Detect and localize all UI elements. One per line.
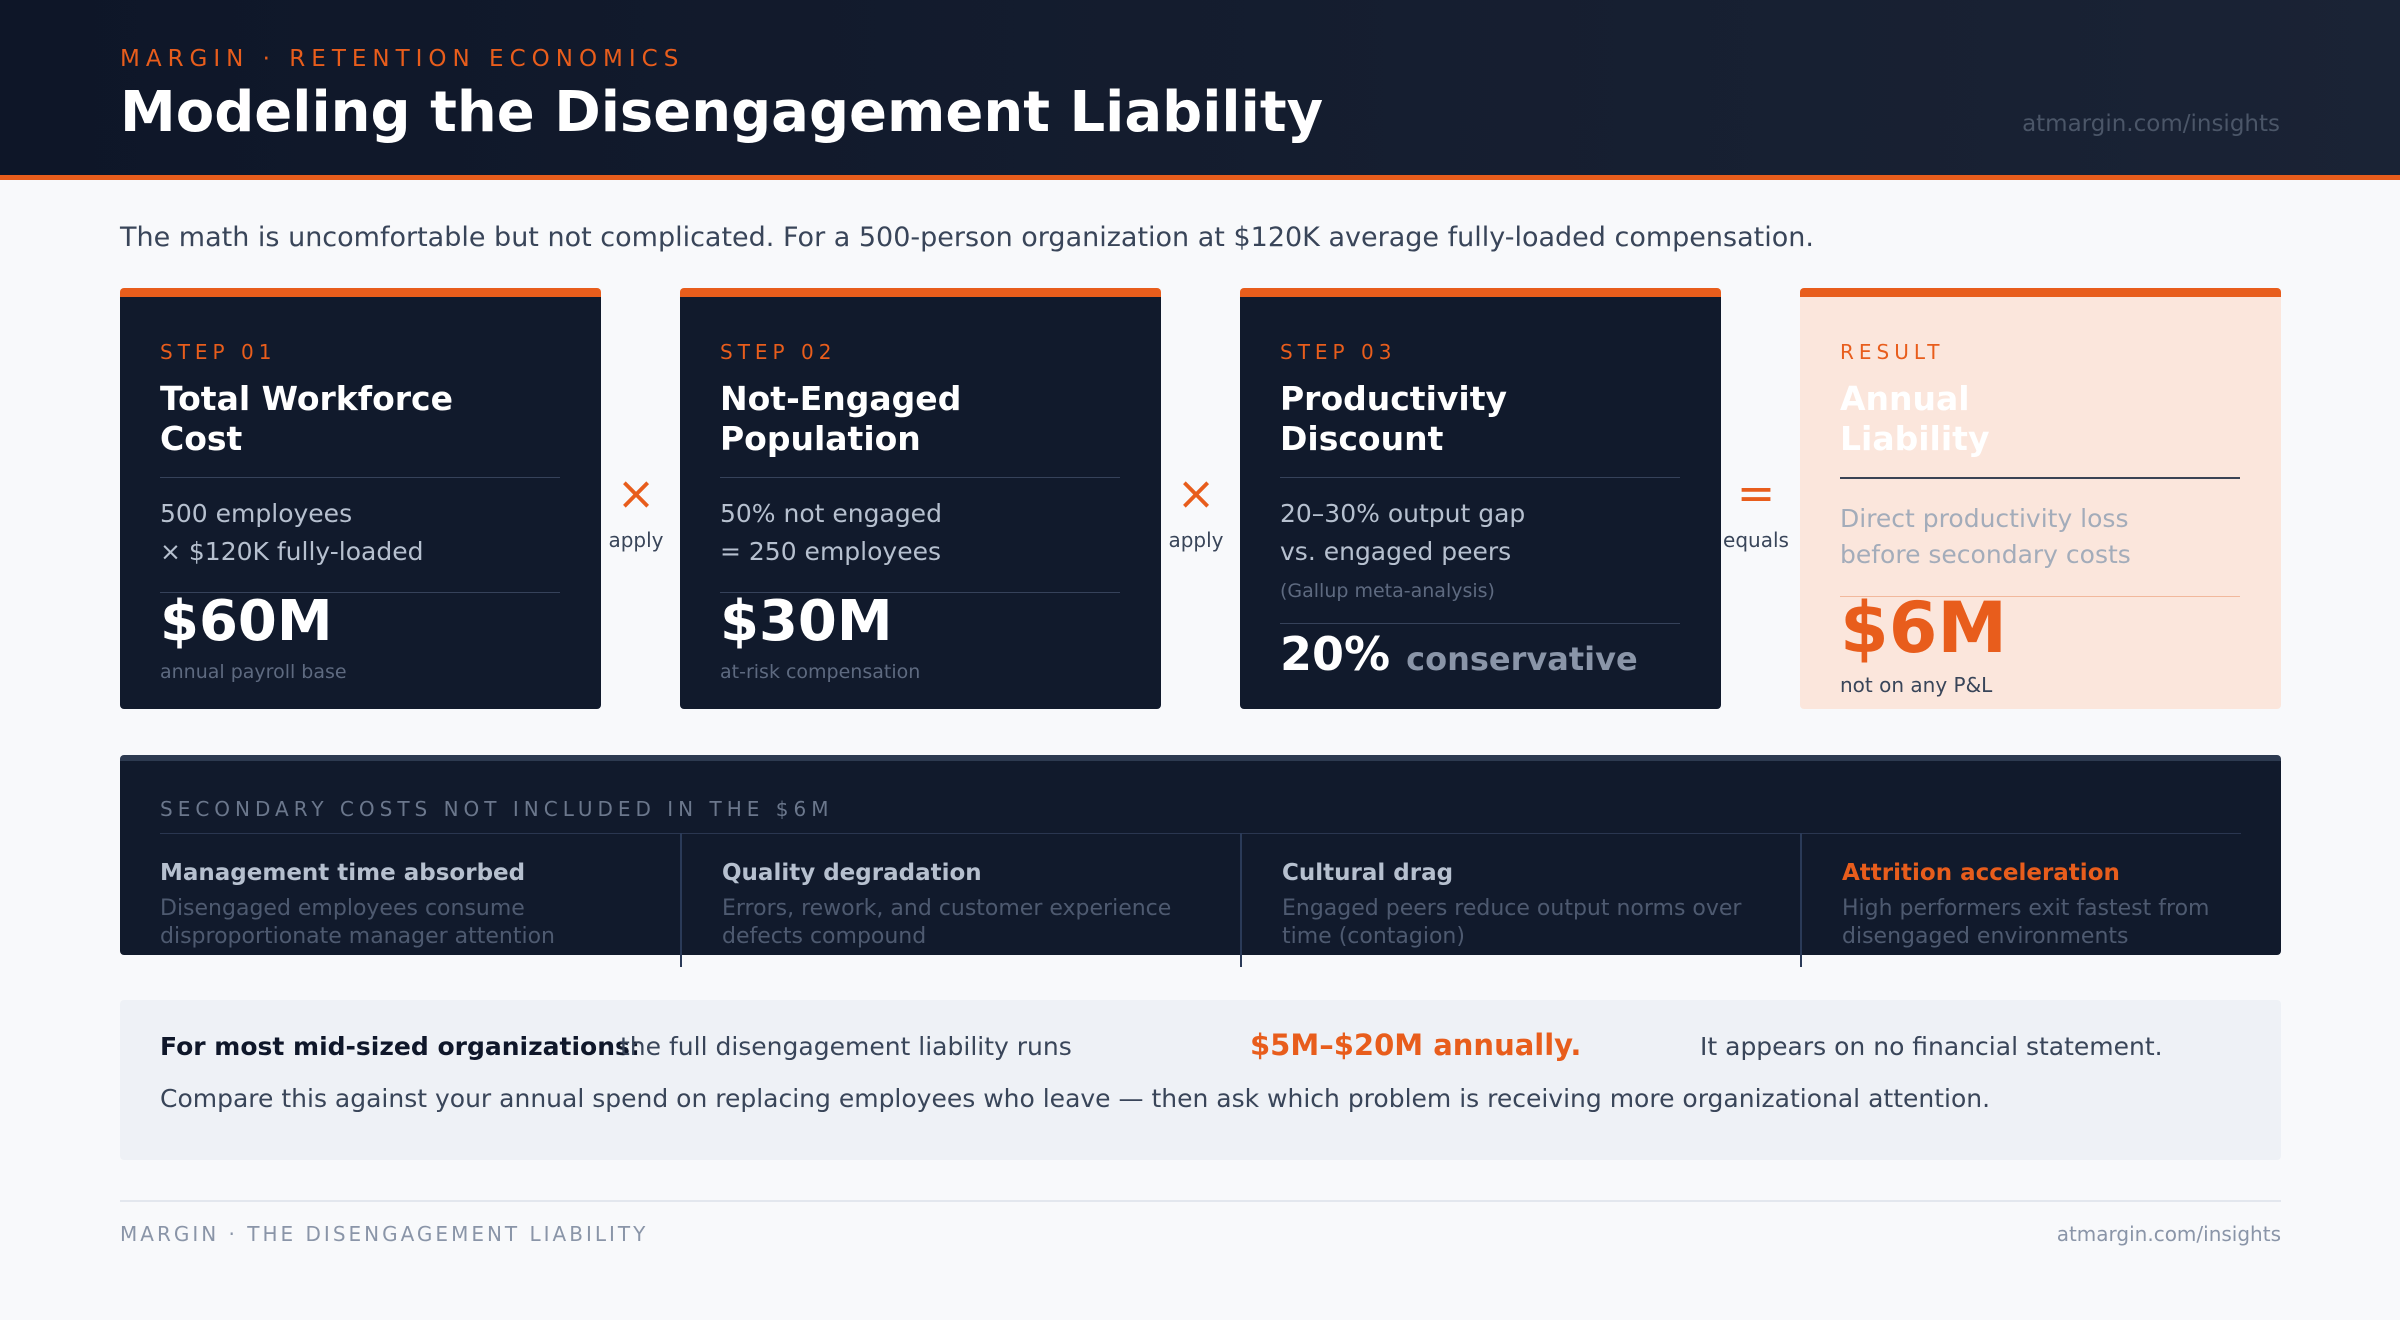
secondary-item-title: Attrition acceleration: [1842, 860, 2120, 886]
secondary-item: Cultural drag Engaged peers reduce outpu…: [1240, 833, 1800, 967]
secondary-item-text: Errors, rework, and customer experience …: [722, 896, 1172, 949]
step-description: 20–30% output gap vs. engaged peers: [1280, 495, 1700, 571]
card-divider: [720, 477, 1120, 478]
step-card-1: STEP 01 Total Workforce Cost 500 employe…: [120, 288, 601, 709]
multiply-icon: ×: [1176, 466, 1216, 520]
operator-label: equals: [1723, 528, 1789, 552]
card-divider: [1280, 477, 1680, 478]
page-title: Modeling the Disengagement Liability: [120, 80, 1324, 145]
step-description: 50% not engaged = 250 employees: [720, 495, 1140, 571]
callout-range: $5M–$20M annually.: [1250, 1028, 1582, 1062]
callout-compare: Compare this against your annual spend o…: [160, 1084, 1991, 1113]
step-value: $60M: [160, 589, 333, 654]
result-label: RESULT: [1840, 340, 1945, 364]
secondary-item-text: High performers exit fastest from diseng…: [1842, 896, 2210, 949]
secondary-heading: SECONDARY COSTS NOT INCLUDED IN THE $6M: [160, 797, 834, 821]
step-caption: at-risk compensation: [720, 661, 921, 683]
step-title: Productivity Discount: [1280, 379, 1508, 458]
card-divider: [160, 477, 560, 478]
desc-line: vs. engaged peers: [1280, 537, 1512, 566]
card-divider: [160, 592, 560, 593]
intro-text: The math is uncomfortable but not compli…: [120, 222, 1814, 253]
secondary-costs-panel: SECONDARY COSTS NOT INCLUDED IN THE $6M …: [120, 755, 2281, 967]
card-divider: [1840, 477, 2240, 479]
secondary-item: Quality degradation Errors, rework, and …: [680, 833, 1240, 967]
value-note: conservative: [1406, 640, 1638, 678]
footer-divider: [120, 1200, 2281, 1202]
card-divider: [1840, 596, 2240, 597]
secondary-item-text: Engaged peers reduce output norms over t…: [1282, 896, 1742, 949]
value-number: 20%: [1280, 627, 1391, 681]
operator-equals: = equals: [1716, 470, 1796, 552]
desc-line: Direct productivity loss: [1840, 504, 2129, 533]
summary-callout: For most mid-sized organizations: the fu…: [120, 1000, 2281, 1160]
secondary-item-text: Disengaged employees consume disproporti…: [160, 896, 556, 949]
secondary-item-title: Cultural drag: [1282, 860, 1454, 886]
desc-line: 20–30% output gap: [1280, 499, 1526, 528]
secondary-divider: [160, 833, 2241, 834]
step-title: Total Workforce Cost: [160, 379, 454, 458]
step-caption: annual payroll base: [160, 661, 347, 683]
footer-link[interactable]: atmargin.com/insights: [2056, 1222, 2281, 1246]
equals-icon: =: [1736, 466, 1776, 520]
callout-lead: For most mid-sized organizations:: [160, 1032, 640, 1061]
desc-line: × $120K fully-loaded: [160, 537, 424, 566]
desc-line: 500 employees: [160, 499, 353, 528]
header-url: atmargin.com/insights: [2022, 111, 2280, 137]
eyebrow: MARGIN · RETENTION ECONOMICS: [120, 46, 685, 72]
callout-text: the full disengagement liability runs: [620, 1032, 1072, 1061]
step-value: $30M: [720, 589, 893, 654]
desc-line: 50% not engaged: [720, 499, 942, 528]
secondary-item-title: Management time absorbed: [160, 860, 526, 886]
operator-multiply: × apply: [596, 470, 676, 552]
callout-tail: It appears on no financial statement.: [1700, 1032, 2163, 1061]
step-value: 20% conservative: [1280, 627, 1638, 681]
secondary-item-title: Quality degradation: [722, 860, 982, 886]
step-label: STEP 01: [160, 340, 277, 364]
operator-label: apply: [608, 528, 664, 552]
step-card-2: STEP 02 Not-Engaged Population 50% not e…: [680, 288, 1161, 709]
step-source: (Gallup meta-analysis): [1280, 580, 1495, 602]
secondary-item: Management time absorbed Disengaged empl…: [120, 833, 680, 967]
result-card: RESULT Annual Liability Direct productiv…: [1800, 288, 2281, 709]
step-title: Not-Engaged Population: [720, 379, 962, 458]
card-divider: [1280, 623, 1680, 624]
header-banner: MARGIN · RETENTION ECONOMICS Modeling th…: [0, 0, 2400, 180]
result-description: Direct productivity loss before secondar…: [1840, 501, 2260, 573]
step-label: STEP 02: [720, 340, 837, 364]
operator-label: apply: [1168, 528, 1224, 552]
result-title: Annual Liability: [1840, 379, 1990, 458]
multiply-icon: ×: [616, 466, 656, 520]
step-card-3: STEP 03 Productivity Discount 20–30% out…: [1240, 288, 1721, 709]
operator-multiply: × apply: [1156, 470, 1236, 552]
secondary-item: Attrition acceleration High performers e…: [1800, 833, 2360, 967]
desc-line: = 250 employees: [720, 537, 941, 566]
footer-brand: MARGIN · THE DISENGAGEMENT LIABILITY: [120, 1222, 649, 1246]
step-description: 500 employees × $120K fully-loaded: [160, 495, 580, 571]
result-caption: not on any P&L: [1840, 673, 1993, 697]
card-divider: [720, 592, 1120, 593]
step-label: STEP 03: [1280, 340, 1397, 364]
result-value: $6M: [1840, 587, 2008, 669]
desc-line: before secondary costs: [1840, 540, 2131, 569]
